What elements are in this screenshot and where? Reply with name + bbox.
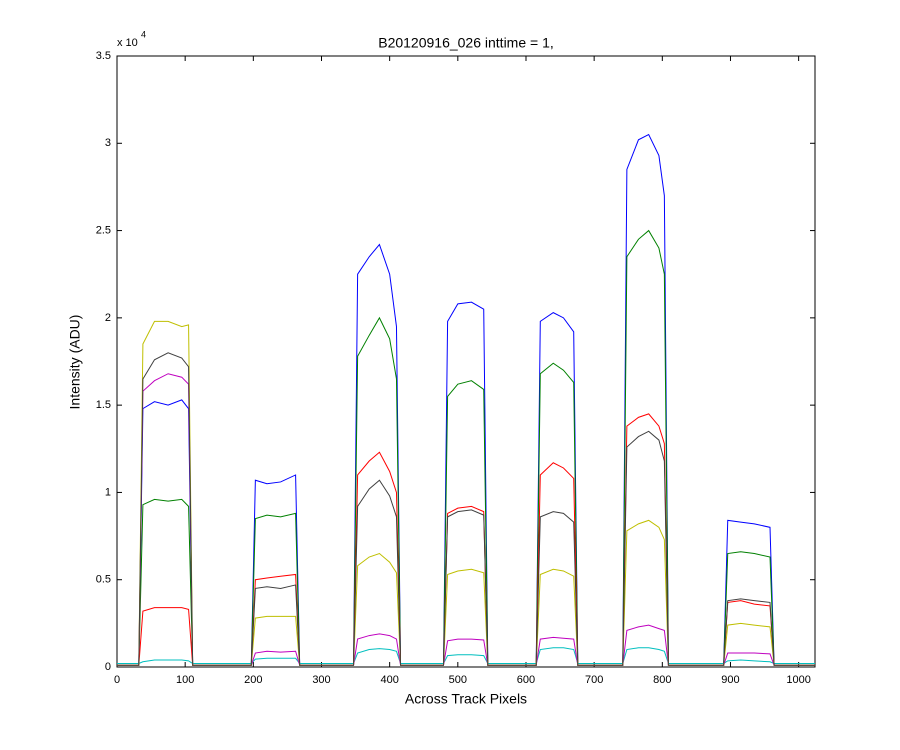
- series-line: [117, 647, 815, 665]
- x-tick-label: 600: [517, 674, 535, 686]
- y-multiplier-exponent: 4: [141, 29, 146, 39]
- y-tick-label: 1.5: [96, 399, 111, 411]
- x-tick-label: 200: [244, 674, 262, 686]
- y-tick-label: 1: [105, 486, 111, 498]
- x-tick-label: 500: [449, 674, 467, 686]
- chart-title: B20120916_026 inttime = 1,: [378, 35, 554, 51]
- y-tick-label: 2: [105, 312, 111, 324]
- x-tick-label: 300: [312, 674, 330, 686]
- y-tick-label: 0.5: [96, 574, 111, 586]
- y-tick-label: 3.5: [96, 50, 111, 62]
- x-axis-label: Across Track Pixels: [405, 691, 527, 707]
- y-multiplier: x 10: [117, 37, 138, 49]
- y-tick-label: 3: [105, 137, 111, 149]
- y-tick-label: 0: [105, 661, 111, 673]
- x-tick-label: 1000: [786, 674, 810, 686]
- x-tick-label: 900: [721, 674, 739, 686]
- plot-area: [116, 55, 816, 668]
- x-tick-label: 100: [176, 674, 194, 686]
- y-tick-label: 2.5: [96, 224, 111, 236]
- series-line: [117, 352, 815, 666]
- x-tick-label: 0: [114, 674, 120, 686]
- y-axis-label: Intensity (ADU): [67, 315, 83, 410]
- x-tick-label: 400: [380, 674, 398, 686]
- x-tick-label: 700: [585, 674, 603, 686]
- x-tick-label: 800: [653, 674, 671, 686]
